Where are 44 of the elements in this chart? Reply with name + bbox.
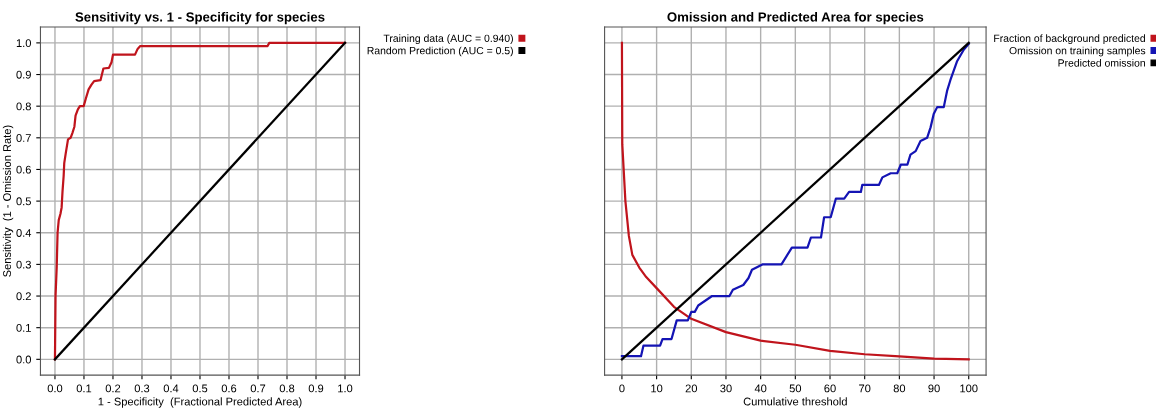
y-tick-label: 0.6: [16, 165, 31, 174]
x-tick-label: 20: [685, 384, 698, 393]
x-tick-label: 0.9: [308, 384, 324, 393]
y-tick-label: 0.3: [16, 260, 31, 269]
x-axis-title: Cumulative threshold: [743, 397, 847, 406]
y-tick-label: 0.1: [16, 323, 31, 332]
x-tick-label: 10: [651, 384, 663, 393]
y-tick-label: 0.2: [16, 292, 31, 301]
y-axis-title: Sensitivity (1 - Omission Rate): [2, 125, 14, 277]
y-tick-label: 0.8: [16, 102, 31, 111]
y-tick-label: 0.9: [16, 70, 31, 79]
x-tick-label: 0.3: [134, 384, 150, 393]
x-tick-label: 1.0: [338, 384, 353, 393]
x-tick-label: 100: [960, 384, 978, 393]
x-tick-label: 0.1: [76, 384, 92, 393]
x-tick-label: 50: [789, 384, 802, 393]
y-tick-label: 0.5: [16, 197, 31, 206]
x-tick-label: 0: [619, 384, 625, 393]
y-tick-label: 1.0: [16, 39, 31, 48]
chart-title: Omission and Predicted Area for species: [667, 11, 924, 25]
x-tick-label: 60: [824, 384, 836, 393]
y-tick-label: 0.4: [16, 229, 32, 237]
legend-label: Predicted omission: [1058, 58, 1145, 67]
x-tick-label: 80: [893, 384, 906, 393]
x-tick-label: 40: [754, 384, 767, 393]
legend-label: Random Prediction (AUC = 0.5): [367, 46, 513, 57]
y-tick-label: 0.7: [16, 134, 31, 142]
x-tick-label: 0.5: [192, 384, 208, 393]
x-tick-label: 30: [720, 384, 732, 393]
x-tick-label: 0.0: [47, 384, 63, 393]
x-tick-label: 90: [928, 384, 940, 393]
legend-label: Omission on training samples: [1009, 46, 1146, 57]
y-tick-label: 0.0: [16, 355, 31, 364]
legend-label: Fraction of background predicted: [994, 34, 1145, 45]
x-tick-label: 0.4: [163, 384, 179, 393]
x-tick-label: 0.7: [250, 384, 266, 393]
x-tick-label: 70: [859, 384, 871, 393]
line-series: [53, 41, 347, 361]
x-tick-label: 0.6: [221, 384, 237, 393]
x-tick-label: 0.8: [279, 384, 295, 393]
chart-title: Sensitivity vs. 1 - Specificity for species: [75, 11, 325, 25]
legend-label: Training data (AUC = 0.940): [383, 34, 513, 45]
x-axis-title: 1 - Specificity (Fractional Predicted Area): [98, 397, 302, 408]
x-tick-label: 0.2: [105, 384, 121, 393]
